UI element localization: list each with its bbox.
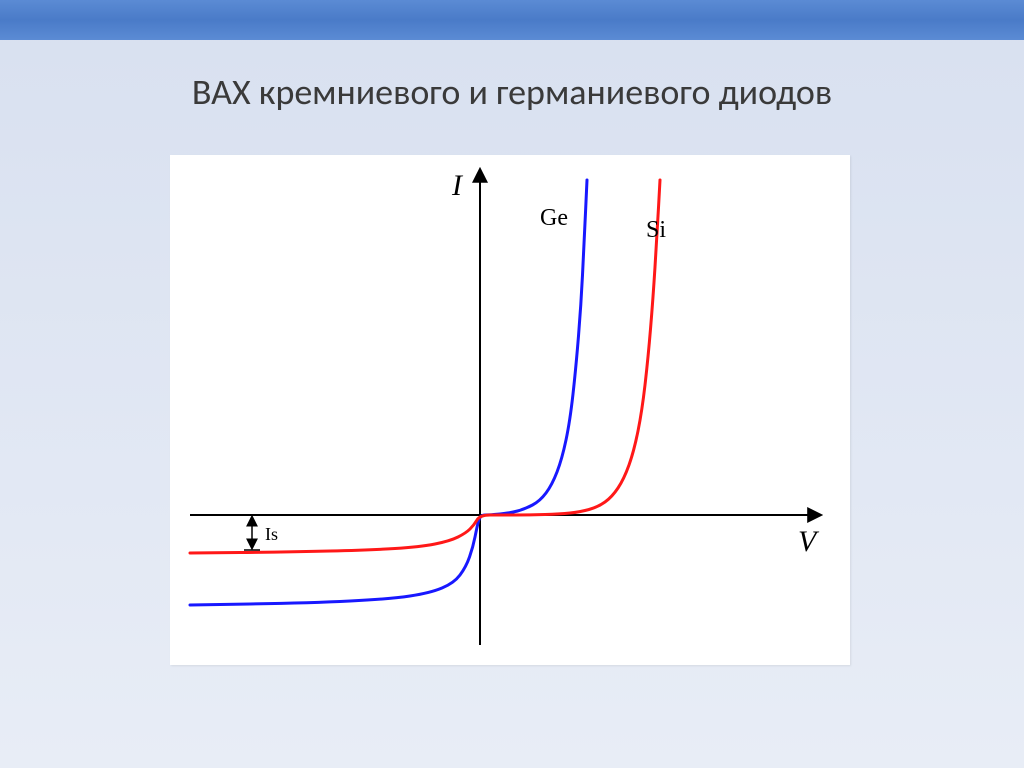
is-label: Is	[265, 524, 278, 544]
si-curve	[190, 180, 660, 553]
ge-curve	[190, 180, 587, 605]
chart-svg: I V Ge Si Is	[170, 155, 850, 665]
si-label: Si	[646, 217, 666, 243]
ge-label: Ge	[540, 205, 568, 231]
slide: ВАХ кремниевого и германиевого диодов I V…	[0, 0, 1024, 768]
x-axis-label: V	[798, 525, 820, 558]
top-accent-bar	[0, 0, 1024, 40]
iv-chart: I V Ge Si Is	[170, 155, 850, 665]
slide-title: ВАХ кремниевого и германиевого диодов	[0, 70, 1024, 114]
y-axis-label: I	[451, 169, 464, 202]
